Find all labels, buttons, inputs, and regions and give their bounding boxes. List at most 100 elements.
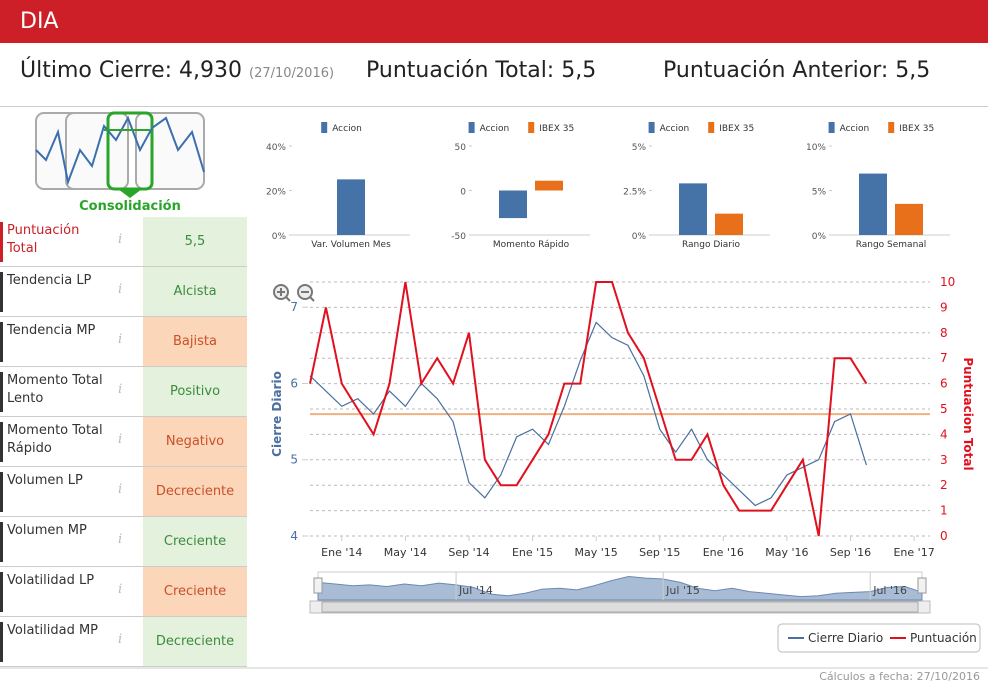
navigator-handle[interactable] [313, 577, 323, 594]
x-tick-label: Ene '16 [703, 546, 744, 559]
y2-tick-label: 6 [940, 377, 948, 391]
x-tick-label: Sep '14 [448, 546, 489, 559]
y2-tick-label: 10 [940, 275, 955, 289]
x-tick-label: Momento Rápido [493, 240, 570, 250]
info-icon: i [118, 482, 123, 497]
indicator-value: Creciente [143, 517, 247, 566]
navigator-tick-label: Jul '14 [458, 584, 493, 597]
y-tick-label: 20% [266, 188, 286, 198]
legend-swatch [528, 122, 535, 133]
info-icon: i [118, 232, 123, 247]
value: 4,930 [179, 58, 242, 83]
date: (27/10/2016) [249, 66, 335, 81]
indicator-row: Tendencia MP i Bajista [0, 317, 247, 367]
legend-label: IBEX 35 [539, 124, 574, 134]
header-title: DIA [0, 0, 988, 43]
pattern-icon [35, 111, 205, 198]
legend-box [777, 623, 981, 653]
separator [0, 106, 988, 107]
y-tick-label: 4 [290, 529, 298, 543]
previous-score: Puntuación Anterior: 5,5 [663, 58, 930, 83]
y2-tick-label: 3 [940, 453, 948, 467]
indicator-label: Tendencia LP [0, 272, 107, 312]
legend-swatch [321, 122, 328, 133]
y-tick-label: 5% [632, 143, 647, 153]
indicator-label: Momento Total Lento [0, 372, 107, 412]
label: Último Cierre: [20, 58, 173, 83]
x-tick-label: Sep '15 [639, 546, 680, 559]
y-tick-label: -50 [451, 232, 466, 242]
indicator-value: 5,5 [143, 217, 247, 266]
x-tick-label: May '16 [765, 546, 808, 559]
legend-swatch [888, 122, 895, 133]
navigator-handle[interactable] [917, 577, 927, 594]
zoom-buttons[interactable] [273, 284, 315, 302]
scrollbar-thumb[interactable] [321, 601, 919, 613]
bar [679, 183, 707, 235]
x-tick-label: Var. Volumen Mes [311, 240, 391, 250]
info-icon: i [118, 432, 123, 447]
legend-swatch [828, 122, 835, 133]
indicator-label: Volumen LP [0, 472, 107, 512]
navigator-area [317, 575, 923, 601]
y-axis-title: Cierre Diario [270, 371, 284, 457]
footer-text: Cálculos a fecha: 27/10/2016 [819, 670, 980, 683]
y-tick-label: 7 [290, 300, 298, 314]
y-tick-label: 50 [455, 143, 467, 153]
indicator-value: Alcista [143, 267, 247, 316]
y-tick-label: 0% [812, 232, 827, 242]
legend-label: Accion [332, 124, 362, 134]
y-tick-label: 0% [632, 232, 647, 242]
legend-swatch [468, 122, 475, 133]
indicator-label: Volatilidad LP [0, 572, 107, 612]
legend-label: IBEX 35 [719, 124, 754, 134]
x-tick-label: Rango Diario [682, 240, 741, 250]
indicator-value: Positivo [143, 367, 247, 416]
x-tick-label: May '15 [575, 546, 618, 559]
series-line [309, 281, 868, 537]
indicator-label: Puntuación Total [0, 222, 107, 262]
y-tick-label: 6 [290, 376, 298, 390]
bar [859, 173, 887, 235]
legend-label: IBEX 35 [899, 124, 934, 134]
legend-label: Puntuación [910, 631, 977, 645]
legend-swatch [648, 122, 655, 133]
value: 5,5 [561, 58, 597, 83]
y2-tick-label: 4 [940, 427, 948, 441]
x-tick-label: May '14 [384, 546, 427, 559]
info-icon: i [118, 332, 123, 347]
y-tick-label: 5 [290, 453, 298, 467]
indicator-row: Volatilidad MP i Decreciente [0, 617, 247, 667]
indicator-value: Creciente [143, 567, 247, 616]
x-tick-label: Sep '16 [830, 546, 871, 559]
value: 5,5 [895, 58, 931, 83]
indicator-value: Decreciente [143, 617, 247, 666]
legend-label: Accion [660, 124, 690, 134]
label: Puntuación Anterior: [663, 58, 889, 83]
indicator-value: Bajista [143, 317, 247, 366]
x-tick-label: Ene '14 [321, 546, 362, 559]
info-icon: i [118, 632, 123, 647]
navigator-tick-label: Jul '15 [665, 584, 700, 597]
y2-tick-label: 9 [940, 300, 948, 314]
pattern-label: Consolidación [79, 199, 181, 214]
y2-tick-label: 8 [940, 326, 948, 340]
bar [499, 190, 527, 219]
y2-tick-label: 7 [940, 351, 948, 365]
info-icon: i [118, 582, 123, 597]
x-tick-label: Ene '15 [512, 546, 553, 559]
navigator-tick-label: Jul '16 [872, 584, 907, 597]
y2-tick-label: 2 [940, 478, 948, 492]
bar [337, 179, 365, 235]
series-line [309, 321, 867, 507]
indicator-label: Momento Total Rápido [0, 422, 107, 462]
legend-label: Cierre Diario [808, 631, 883, 645]
y-tick-label: 40% [266, 143, 286, 153]
indicator-row: Tendencia LP i Alcista [0, 267, 247, 317]
info-icon: i [118, 532, 123, 547]
indicator-row: Momento Total Lento i Positivo [0, 367, 247, 417]
y2-tick-label: 1 [940, 504, 948, 518]
indicator-label: Tendencia MP [0, 322, 107, 362]
bar [895, 203, 923, 235]
